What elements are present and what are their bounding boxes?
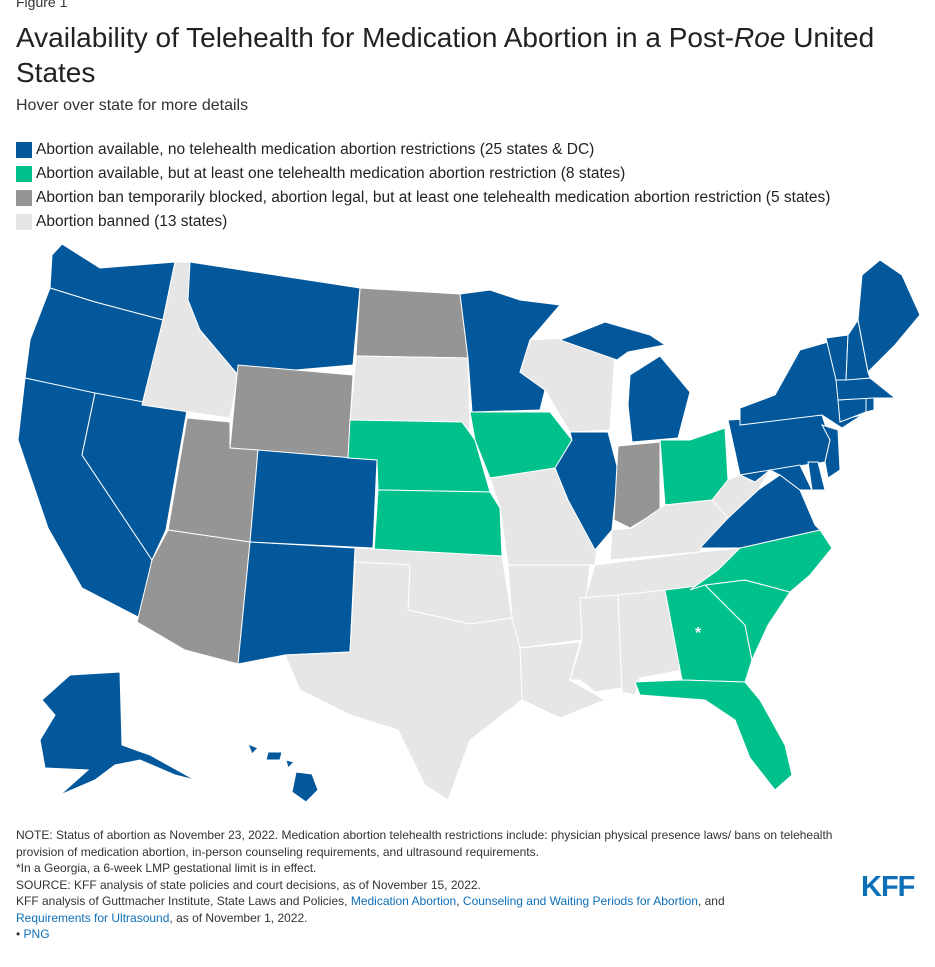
analysis-text: KFF analysis of Guttmacher Institute, St… xyxy=(16,894,725,925)
note-text: NOTE: Status of abortion as November 23,… xyxy=(16,828,833,859)
state-mi[interactable] xyxy=(558,321,691,443)
notes: NOTE: Status of abortion as November 23,… xyxy=(16,827,866,943)
chart-title: Availability of Telehealth for Medicatio… xyxy=(16,22,875,88)
link-counseling-waiting[interactable]: Counseling and Waiting Periods for Abort… xyxy=(462,894,698,908)
legend-item-available: Abortion available, no telehealth medica… xyxy=(16,138,830,162)
link-medication-abortion[interactable]: Medication Abortion xyxy=(350,894,457,908)
source-text: SOURCE: KFF analysis of state policies a… xyxy=(16,877,481,892)
state-de[interactable] xyxy=(807,461,826,491)
state-me[interactable] xyxy=(857,259,921,374)
figure-label: Figure 1 xyxy=(16,0,68,10)
state-nc[interactable] xyxy=(689,529,833,593)
state-hi[interactable] xyxy=(247,743,319,803)
state-ks[interactable] xyxy=(373,489,503,557)
legend: Abortion available, no telehealth medica… xyxy=(16,138,830,234)
legend-label: Abortion available, but at least one tel… xyxy=(36,165,626,182)
legend-swatch-banned xyxy=(16,214,32,230)
state-nj[interactable] xyxy=(820,424,841,479)
state-tx[interactable] xyxy=(284,561,523,801)
legend-label: Abortion ban temporarily blocked, aborti… xyxy=(36,189,831,206)
legend-label: Abortion banned (13 states) xyxy=(36,213,228,230)
legend-item-blocked: Abortion ban temporarily blocked, aborti… xyxy=(16,186,830,210)
link-ultrasound[interactable]: Requirements for Ultrasound xyxy=(16,910,170,925)
georgia-note: *In a Georgia, a 6-week LMP gestational … xyxy=(16,861,317,875)
state-ma[interactable] xyxy=(835,377,897,401)
legend-swatch-restriction xyxy=(16,166,32,182)
legend-label: Abortion available, no telehealth medica… xyxy=(36,141,595,158)
chart-subtitle: Hover over state for more details xyxy=(16,97,249,114)
state-wy[interactable] xyxy=(229,364,354,459)
legend-swatch-available xyxy=(16,142,32,158)
png-link-row: • PNG xyxy=(16,927,50,941)
state-nm[interactable] xyxy=(237,541,356,665)
state-fl[interactable] xyxy=(634,679,793,791)
state-co[interactable] xyxy=(249,449,378,549)
kff-logo: KFF xyxy=(861,871,915,903)
state-md[interactable] xyxy=(738,464,813,491)
state-ak[interactable] xyxy=(39,671,196,796)
state-ri[interactable] xyxy=(865,397,875,413)
state-ar[interactable] xyxy=(507,564,591,649)
state-il[interactable] xyxy=(554,431,619,551)
state-sd[interactable] xyxy=(349,355,471,431)
state-nh[interactable] xyxy=(845,318,871,381)
png-download-link[interactable]: PNG xyxy=(23,927,50,941)
state-la[interactable] xyxy=(519,641,607,719)
us-state-map xyxy=(17,243,921,803)
legend-item-restriction: Abortion available, but at least one tel… xyxy=(16,162,830,186)
legend-item-banned: Abortion banned (13 states) xyxy=(16,210,830,234)
legend-swatch-blocked xyxy=(16,190,32,206)
georgia-asterisk: * xyxy=(695,625,702,642)
state-nd[interactable] xyxy=(355,287,469,359)
